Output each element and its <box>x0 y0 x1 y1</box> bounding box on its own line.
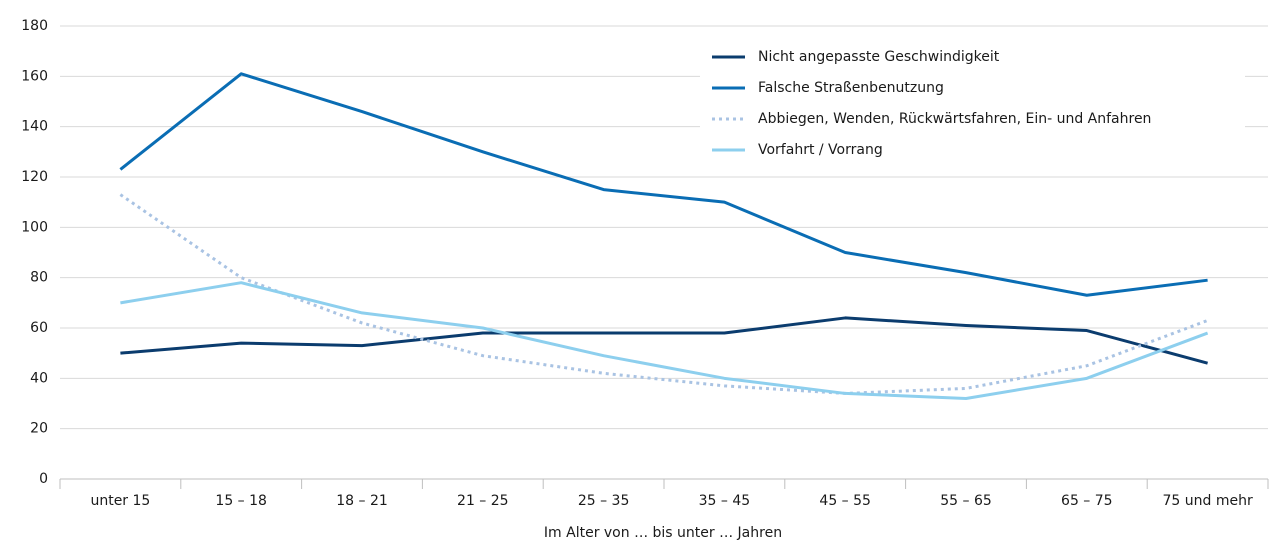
x-tick-label: 18 – 21 <box>336 493 388 509</box>
x-tick-label: 25 – 35 <box>578 493 630 509</box>
legend-label: Falsche Straßenbenutzung <box>758 80 944 96</box>
x-tick-label: 15 – 18 <box>215 493 267 509</box>
legend-label: Vorfahrt / Vorrang <box>758 142 883 158</box>
y-tick-label: 0 <box>39 471 48 487</box>
x-tick-label: 45 – 55 <box>819 493 871 509</box>
y-tick-label: 180 <box>21 18 48 34</box>
legend-box <box>700 43 1245 168</box>
x-tick-label: 21 – 25 <box>457 493 509 509</box>
x-tick-label: unter 15 <box>90 493 150 509</box>
x-axis-label: Im Alter von … bis unter … Jahren <box>544 525 782 541</box>
y-tick-label: 120 <box>21 169 48 185</box>
y-tick-label: 40 <box>30 370 48 386</box>
line-series <box>119 72 1208 297</box>
x-tick-label: 55 – 65 <box>940 493 992 509</box>
y-tick-label: 60 <box>30 320 48 336</box>
x-tick-label: 35 – 45 <box>699 493 751 509</box>
line-series <box>120 281 1209 400</box>
x-tick-label: 75 und mehr <box>1162 493 1252 509</box>
line-series <box>120 316 1208 365</box>
y-tick-label: 140 <box>21 119 48 135</box>
legend-label: Abbiegen, Wenden, Rückwärtsfahren, Ein- … <box>758 111 1151 127</box>
y-tick-label: 20 <box>30 421 48 437</box>
y-tick-label: 80 <box>30 270 48 286</box>
x-tick-label: 65 – 75 <box>1061 493 1113 509</box>
line-series <box>119 193 1209 395</box>
y-tick-label: 100 <box>21 219 48 235</box>
y-tick-label: 160 <box>21 68 48 84</box>
legend-label: Nicht angepasste Geschwindigkeit <box>758 49 1000 65</box>
